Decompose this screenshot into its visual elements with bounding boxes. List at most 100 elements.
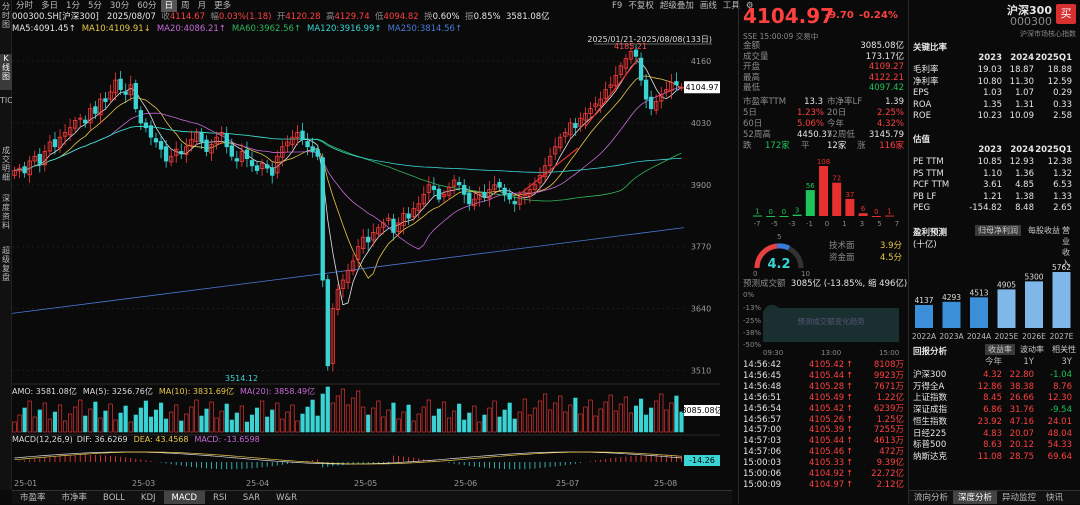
dist-label: -3	[789, 220, 796, 228]
pair-label-1: 5日	[743, 108, 757, 118]
profit-tab-1[interactable]: 每股收益	[1028, 226, 1060, 235]
up-arrow-icon: ↑	[846, 403, 854, 414]
return-value: 20.07	[1009, 428, 1034, 439]
pair-value-2: 4.32%	[876, 119, 904, 129]
fund-tab-3[interactable]: 快讯	[1046, 493, 1064, 503]
rail-item-3[interactable]: 成交明细	[2, 146, 10, 182]
tool-3[interactable]: 画线	[699, 1, 717, 11]
amo-bar	[249, 414, 255, 433]
fund-tab-1[interactable]: 深度分析	[953, 491, 998, 504]
fund-tab-2[interactable]: 异动监控	[1002, 493, 1037, 503]
forecast-label: 预测成交额	[743, 279, 786, 289]
tick-volume: 7255万	[873, 425, 904, 436]
period-0[interactable]: 分时	[16, 1, 34, 11]
breadth-flat: 12家	[827, 141, 847, 151]
amo-bar	[335, 395, 340, 433]
period-7[interactable]: 周	[181, 1, 190, 11]
tick-row: 14:56:54 4105.42 ↑ 6239万	[743, 404, 904, 414]
candle	[451, 174, 457, 195]
period-5[interactable]: 60分	[137, 1, 157, 11]
candle	[259, 159, 265, 176]
ma-value-4: 3916.99↑	[339, 24, 382, 34]
dist-label: 3	[860, 220, 864, 228]
dist-label: 1	[842, 220, 846, 228]
period-3[interactable]: 5分	[87, 1, 102, 11]
dist-value: 6	[861, 205, 866, 213]
amo-bar	[280, 418, 285, 433]
tick-price: 4104.97	[809, 479, 845, 490]
indicator-tab-3[interactable]: KDJ	[140, 493, 156, 503]
y-tick-2: 3900	[691, 181, 711, 190]
candle	[406, 207, 411, 225]
dist-label: 7	[895, 220, 899, 228]
candle	[593, 96, 598, 112]
period-6[interactable]: 日	[160, 0, 178, 12]
amo-bar	[376, 400, 381, 433]
tool-1[interactable]: 不复权	[628, 1, 654, 11]
period-2[interactable]: 1分	[66, 1, 80, 11]
tool-0[interactable]: F9	[612, 1, 623, 11]
return-tab-0[interactable]: 收益率	[985, 344, 1015, 355]
amo-bar	[93, 401, 98, 433]
profit-tab-2[interactable]: 营业收入	[1062, 226, 1070, 268]
tech-score-label: 技术面	[829, 241, 855, 251]
period-8[interactable]: 月	[197, 1, 207, 11]
candle	[98, 92, 103, 124]
score-value: 4.2	[767, 257, 790, 272]
tool-4[interactable]: 工具	[722, 1, 740, 11]
fund-tab-0[interactable]: 流向分析	[914, 493, 949, 503]
dist-bar	[845, 198, 855, 216]
y-tick-0: 4160	[691, 57, 711, 66]
indicator-tab-4[interactable]: MACD	[163, 491, 205, 504]
indicator-tab-7[interactable]: W&R	[276, 493, 298, 503]
stat-value: 4122.21	[868, 72, 904, 83]
period-1[interactable]: 多日	[41, 1, 59, 11]
ratio-value: 1.07	[1015, 88, 1034, 99]
rail-item-5[interactable]: 超级复盘	[2, 246, 10, 282]
settings-icon[interactable]: ⚙	[745, 1, 754, 11]
indicator-tab-1[interactable]: 市净率	[61, 493, 88, 503]
indicator-tab-2[interactable]: BOLL	[103, 493, 125, 503]
profit-tab-0[interactable]: 归母净利润	[975, 225, 1021, 236]
price-pct: -0.24%	[859, 10, 898, 21]
candle	[345, 263, 351, 290]
kline-chart[interactable]: 4160 4030 3900 3770 3640 3510 2025/01/21-2025/…	[12, 34, 720, 489]
candle	[648, 90, 654, 116]
rail-item-0[interactable]: 分时图	[2, 2, 10, 29]
indicator-tab-6[interactable]: SAR	[242, 493, 261, 503]
breadth-row: 跌 172家 平 12家涨 116家	[743, 141, 904, 151]
amo-bar	[169, 411, 174, 433]
amo-bar	[244, 421, 250, 433]
ma-label-1: MA10:	[81, 24, 109, 34]
amo-bar	[371, 407, 376, 433]
breadth-up-label: 涨	[857, 141, 866, 151]
candle	[396, 217, 401, 238]
pair-value-1: 13.3	[804, 97, 823, 107]
ratio-label: 毛利率	[913, 65, 939, 75]
ratio-label: 净利率	[913, 76, 939, 87]
indicator-tab-0[interactable]: 市盈率	[20, 493, 46, 503]
rail-item-2[interactable]: TICK	[0, 96, 19, 105]
rail-item-1[interactable]: K线图	[0, 54, 12, 90]
tick-volume: 6239万	[873, 403, 904, 414]
ratio-value: 19.03	[977, 65, 1002, 75]
dist-value: 3	[795, 207, 799, 215]
candle	[421, 186, 426, 210]
period-9[interactable]: 更多	[214, 1, 232, 11]
indicator-tab-5[interactable]: RSI	[213, 493, 227, 503]
dist-bar	[819, 166, 828, 216]
return-tab-1[interactable]: 波动率	[1020, 345, 1044, 354]
period-4[interactable]: 30分	[109, 1, 130, 11]
tick-row: 14:57:00 4105.39 ↑ 7255万	[743, 425, 904, 435]
return-tab-2[interactable]: 相关性	[1052, 345, 1076, 354]
tool-2[interactable]: 超级叠加	[659, 1, 694, 11]
tick-volume: 22.72亿	[871, 469, 904, 479]
buy-button[interactable]: 买	[1056, 4, 1076, 24]
amo-bar	[37, 409, 42, 433]
candle	[598, 91, 603, 113]
rail-item-4[interactable]: 深度资料	[2, 194, 10, 230]
dist-value: 1	[887, 208, 891, 216]
return-value: 38.38	[1009, 381, 1034, 392]
candle	[320, 153, 325, 288]
key-ratios-title: 关键比率	[913, 43, 948, 53]
